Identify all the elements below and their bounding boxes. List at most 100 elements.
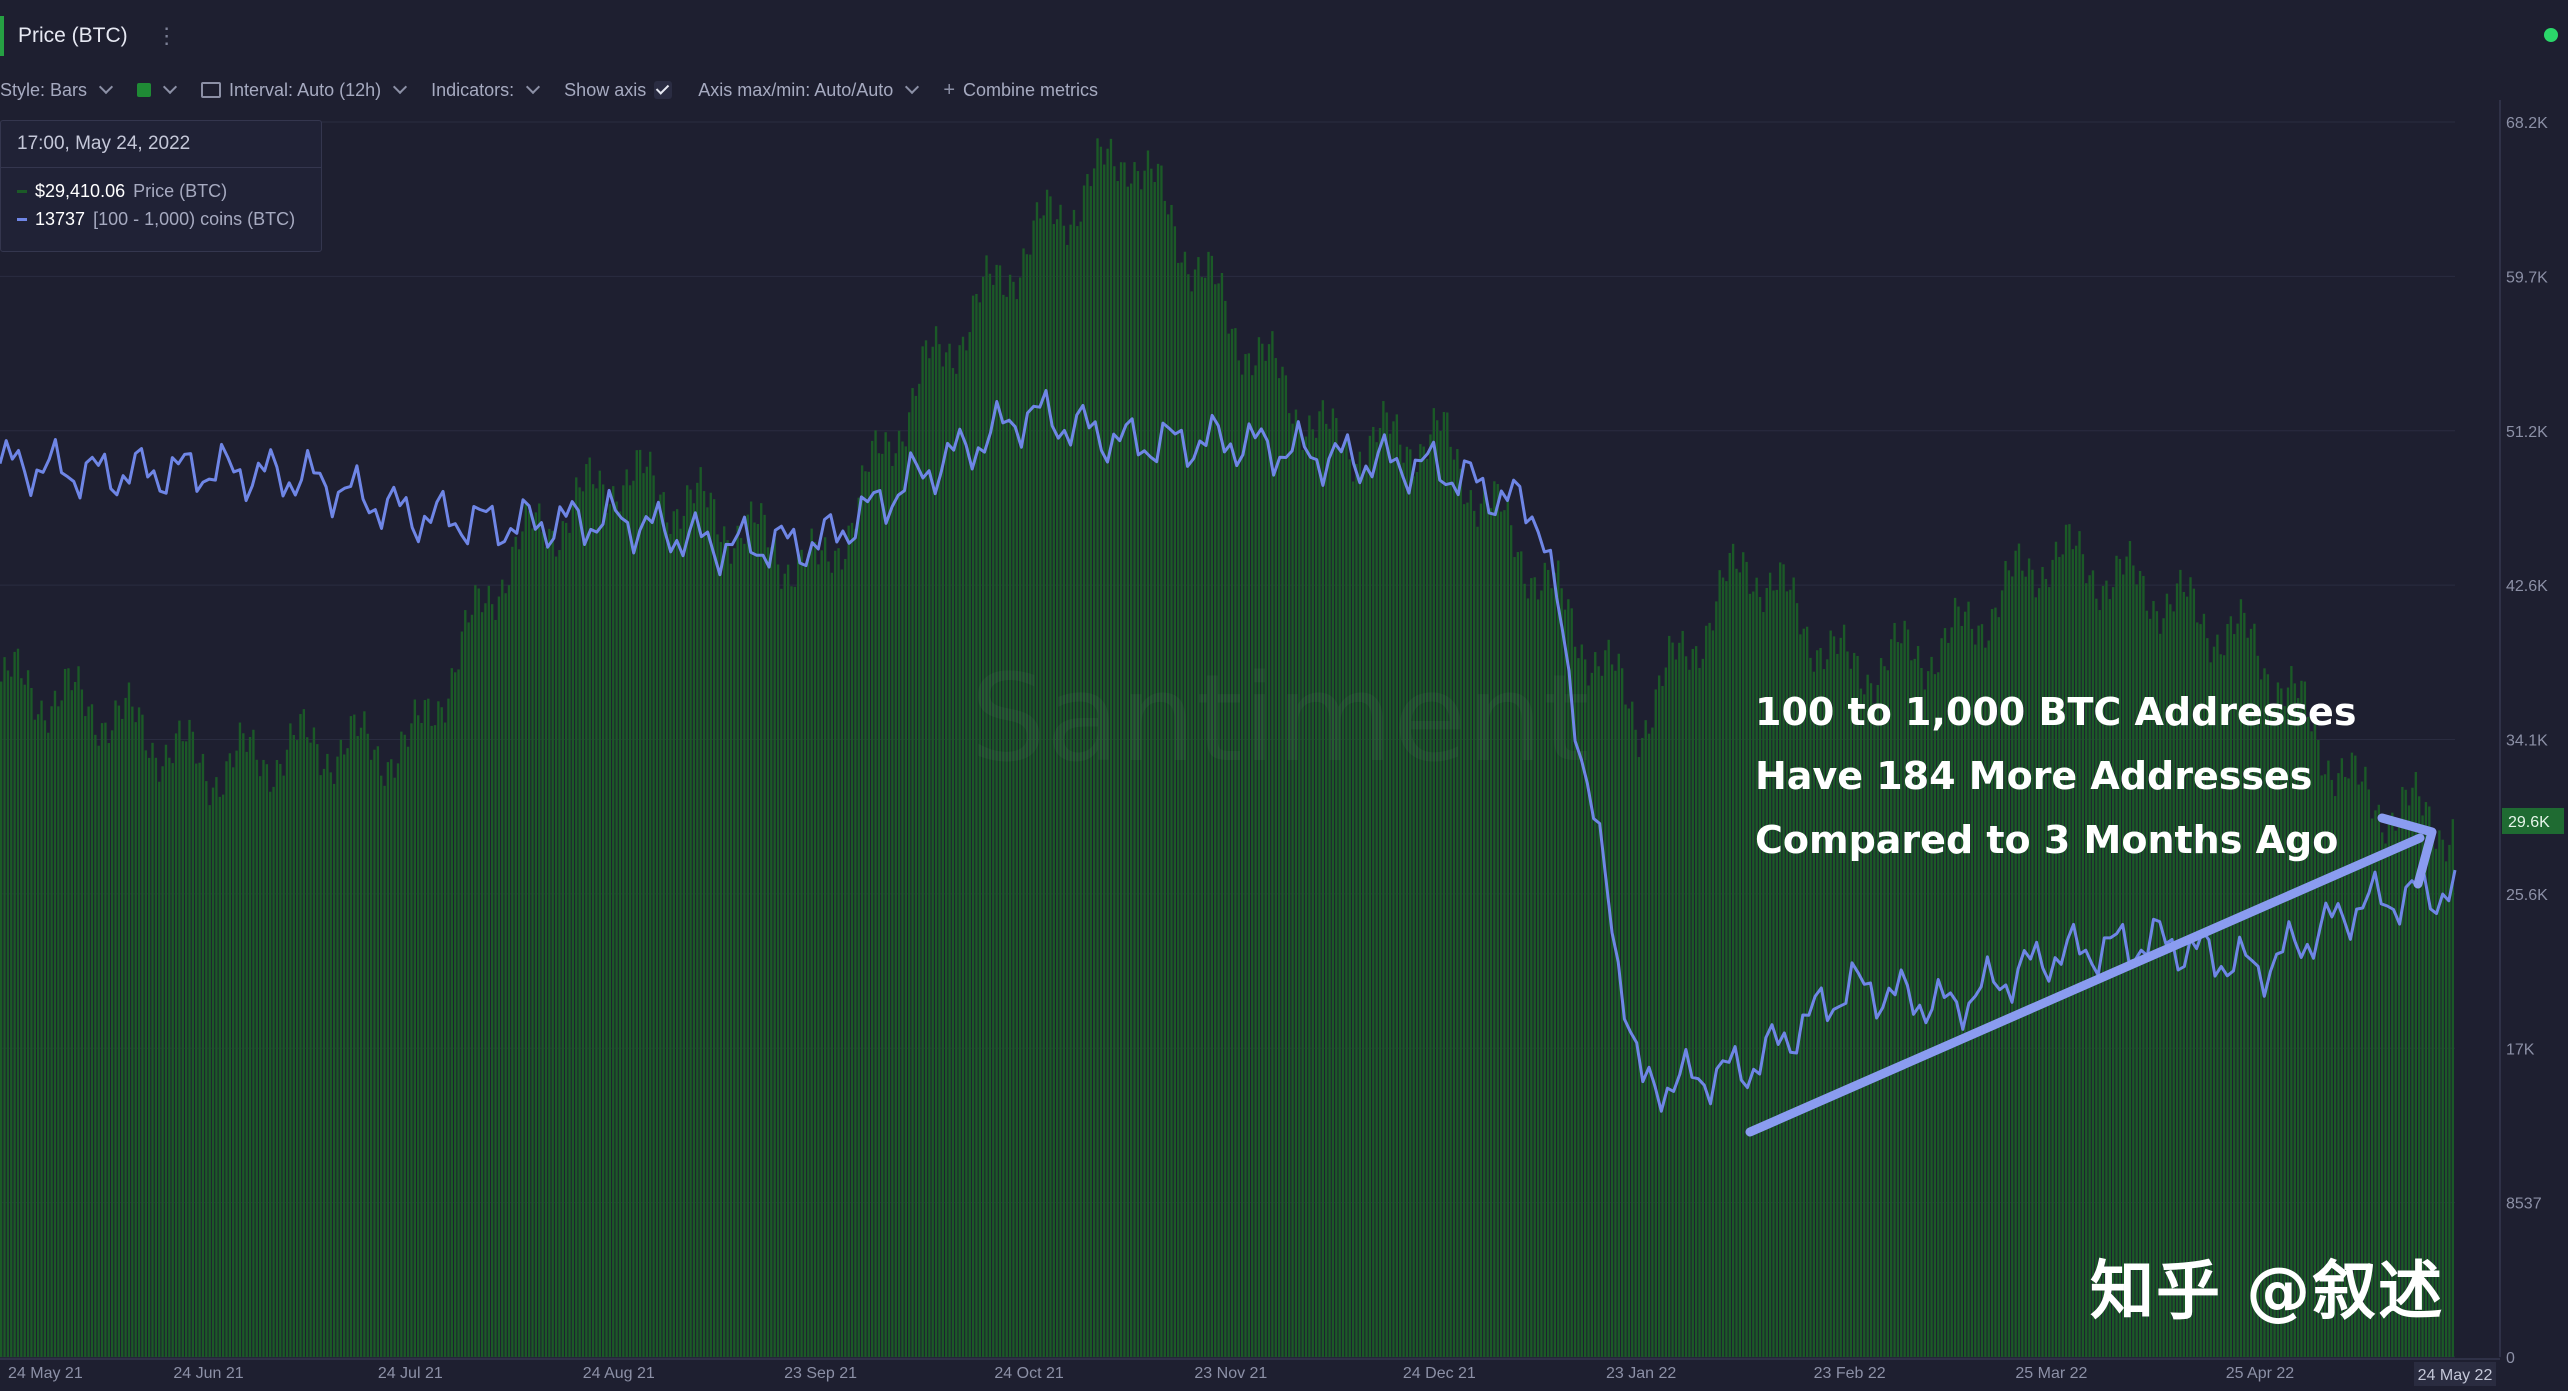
- price-bar: [1062, 225, 1066, 1358]
- price-bar: [625, 469, 628, 1357]
- price-bar: [242, 733, 245, 1357]
- price-bar: [2182, 591, 2185, 1357]
- price-bar: [1772, 590, 1775, 1357]
- price-bar: [1826, 659, 1829, 1357]
- price-bar: [1550, 588, 1553, 1357]
- price-bar: [1849, 668, 1853, 1357]
- price-bar: [1378, 427, 1382, 1358]
- price-bar: [1079, 221, 1082, 1358]
- checkbox-icon[interactable]: [654, 81, 673, 99]
- price-bar: [208, 805, 211, 1357]
- price-bar: [941, 366, 944, 1357]
- price-bar: [2438, 830, 2441, 1357]
- price-bar: [1466, 502, 1469, 1358]
- price-bar: [2179, 569, 2182, 1357]
- price-bar: [191, 731, 195, 1357]
- price-bar: [1035, 202, 1039, 1358]
- annotation-line-3: Compared to 3 Months Ago: [1755, 818, 2339, 862]
- style-dropdown[interactable]: Style: Bars: [0, 80, 114, 101]
- price-bar: [837, 548, 840, 1357]
- tab-price-btc[interactable]: Price (BTC) ⋮: [0, 16, 196, 56]
- price-bar: [951, 368, 955, 1357]
- price-bar: [413, 699, 416, 1357]
- x-tick-label: 25 Mar 22: [2015, 1365, 2087, 1382]
- color-dropdown[interactable]: [137, 79, 178, 97]
- combine-metrics-button[interactable]: + Combine metrics: [943, 79, 1098, 102]
- price-bar: [568, 532, 571, 1357]
- y-tick-label: 51.2K: [2506, 424, 2548, 441]
- price-bar: [353, 714, 356, 1357]
- price-bar: [2431, 840, 2434, 1357]
- price-bar: [645, 466, 649, 1358]
- price-bar: [679, 528, 682, 1357]
- price-bar: [77, 666, 80, 1357]
- price-bar: [1429, 434, 1432, 1357]
- price-bar: [1964, 611, 1967, 1357]
- price-bar: [2434, 848, 2438, 1357]
- tab-label: Price (BTC): [18, 24, 128, 47]
- price-bar: [2421, 815, 2424, 1357]
- price-bar: [1688, 669, 1691, 1357]
- price-bar: [1678, 642, 1681, 1357]
- combine-label: Combine metrics: [963, 79, 1099, 100]
- price-bar: [104, 722, 107, 1357]
- price-bar: [1853, 652, 1856, 1357]
- price-bar: [2169, 604, 2172, 1357]
- price-bar: [1486, 508, 1489, 1357]
- plus-icon: +: [943, 78, 955, 101]
- x-tick-label: 23 Sep 21: [784, 1365, 857, 1382]
- price-bar: [100, 723, 104, 1357]
- price-bar: [675, 509, 679, 1357]
- zhihu-watermark: 知乎 @叙述: [2090, 1255, 2445, 1329]
- price-bar: [1893, 622, 1896, 1357]
- price-bar: [2327, 760, 2330, 1357]
- price-bar: [26, 670, 30, 1357]
- price-bar: [1506, 498, 1509, 1357]
- price-bar: [1298, 424, 1301, 1357]
- price-bar: [1153, 182, 1156, 1357]
- axis-minmax-dropdown[interactable]: Axis max/min: Auto/Auto: [698, 79, 920, 101]
- annotation-line-2: Have 184 More Addresses: [1755, 754, 2313, 798]
- price-bar: [897, 430, 901, 1357]
- price-bar: [1745, 561, 1748, 1357]
- price-bar: [1694, 646, 1698, 1357]
- price-bar: [1651, 727, 1654, 1357]
- price-bar: [2397, 818, 2401, 1357]
- price-bar: [309, 742, 312, 1357]
- price-bar: [534, 512, 538, 1357]
- price-bar: [1348, 459, 1351, 1357]
- price-bar: [1177, 262, 1180, 1357]
- price-bar: [477, 588, 480, 1357]
- price-bar: [1230, 328, 1234, 1358]
- price-bar: [1150, 168, 1153, 1358]
- price-bar: [2021, 570, 2024, 1357]
- price-bar: [1947, 642, 1950, 1357]
- price-bar: [786, 564, 790, 1357]
- price-bar: [2048, 587, 2051, 1357]
- price-bar: [733, 548, 736, 1357]
- price-bar: [2354, 755, 2357, 1357]
- chevron-down-icon: [905, 79, 920, 95]
- price-bar: [2276, 682, 2280, 1357]
- price-bar: [2263, 668, 2266, 1357]
- price-bar: [161, 766, 164, 1357]
- price-bar: [134, 722, 137, 1357]
- price-bar: [1126, 186, 1129, 1357]
- price-bar: [1876, 684, 1879, 1357]
- price-bar: [712, 499, 716, 1357]
- price-bar: [420, 722, 423, 1357]
- interval-dropdown[interactable]: Interval: Auto (12h): [201, 80, 408, 101]
- price-bar: [336, 756, 339, 1357]
- price-bar: [2266, 674, 2270, 1357]
- price-bar: [2165, 593, 2169, 1357]
- price-bar: [164, 744, 168, 1357]
- price-bar: [228, 753, 232, 1357]
- price-bar: [491, 604, 494, 1357]
- price-bar: [669, 533, 672, 1357]
- more-icon[interactable]: ⋮: [155, 23, 178, 48]
- price-bar: [1530, 578, 1533, 1357]
- price-bar: [40, 700, 43, 1357]
- price-bar: [1163, 200, 1166, 1357]
- indicators-dropdown[interactable]: Indicators:: [431, 80, 541, 101]
- show-axis-toggle[interactable]: Show axis: [564, 80, 673, 101]
